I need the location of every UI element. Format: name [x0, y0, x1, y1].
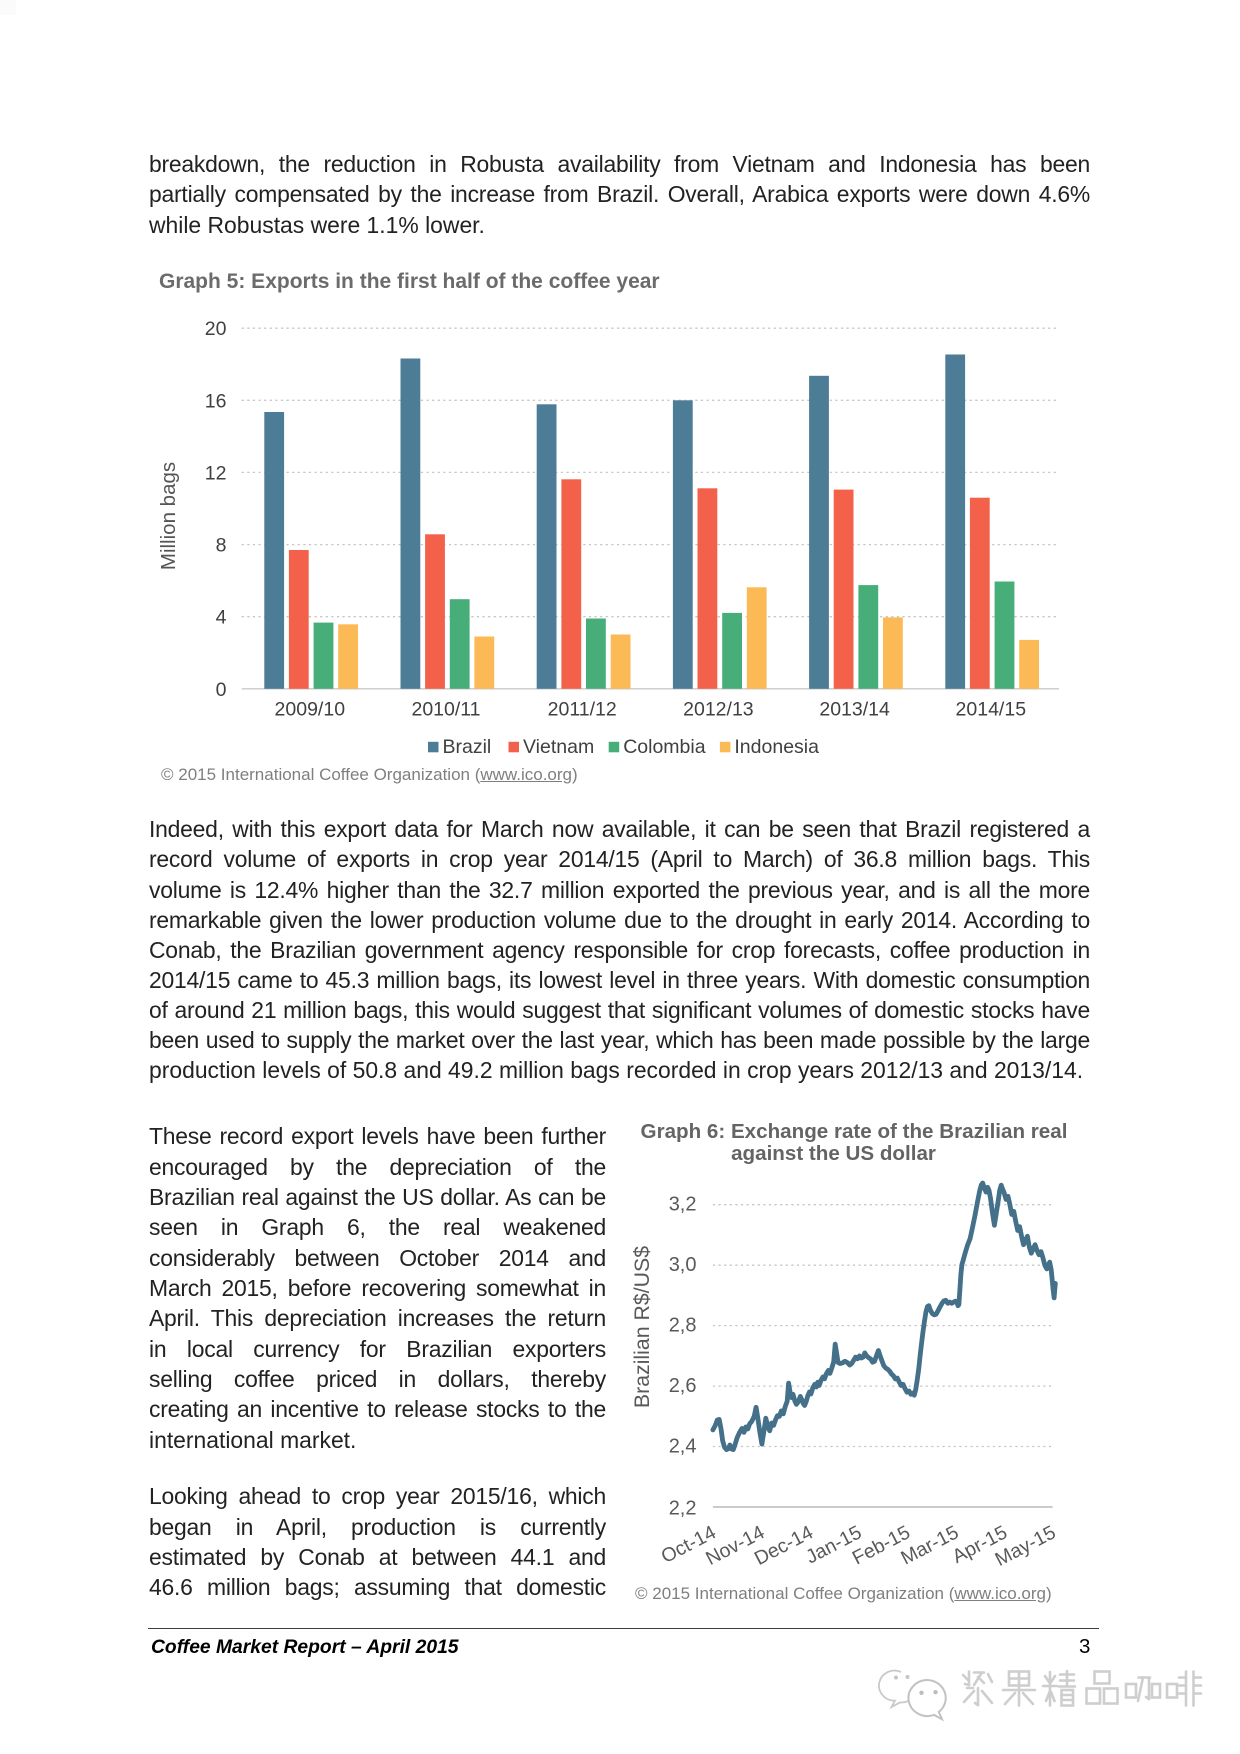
svg-text:16: 16 — [205, 390, 227, 412]
svg-text:2014/15: 2014/15 — [956, 699, 1027, 721]
svg-text:3,0: 3,0 — [669, 1254, 697, 1276]
svg-text:Indonesia: Indonesia — [734, 736, 819, 758]
svg-text:Colombia: Colombia — [623, 736, 706, 758]
svg-text:2,8: 2,8 — [669, 1315, 697, 1337]
svg-text:2012/13: 2012/13 — [683, 699, 754, 721]
svg-text:2,6: 2,6 — [669, 1375, 697, 1397]
svg-text:2009/10: 2009/10 — [275, 699, 346, 721]
svg-text:2,2: 2,2 — [669, 1498, 697, 1520]
svg-text:2,4: 2,4 — [669, 1436, 697, 1458]
svg-text:12: 12 — [205, 462, 227, 484]
svg-text:20: 20 — [205, 318, 227, 340]
svg-text:Brazil: Brazil — [443, 736, 492, 758]
svg-text:2011/12: 2011/12 — [548, 699, 617, 721]
svg-text:2010/11: 2010/11 — [411, 699, 480, 721]
svg-text:Brazilian R$/US$: Brazilian R$/US$ — [630, 1246, 654, 1408]
svg-text:8: 8 — [216, 535, 227, 557]
svg-text:Million bags: Million bags — [157, 462, 180, 570]
svg-text:2013/14: 2013/14 — [819, 699, 890, 721]
svg-text:Graph 6: Exchange rate of the: Graph 6: Exchange rate of the Brazilian … — [641, 1120, 1068, 1143]
svg-text:against the US dollar: against the US dollar — [731, 1142, 936, 1165]
svg-text:Vietnam: Vietnam — [523, 736, 594, 758]
svg-text:3,2: 3,2 — [669, 1194, 697, 1216]
svg-text:4: 4 — [216, 607, 227, 629]
svg-text:0: 0 — [216, 679, 227, 701]
